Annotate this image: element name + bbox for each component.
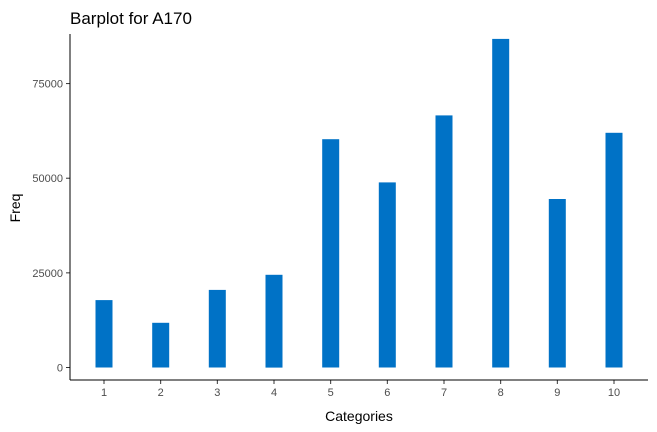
bar-4 [265, 274, 283, 368]
x-tick-label: 6 [384, 387, 390, 399]
y-axis-title: Freq [7, 194, 23, 223]
bars-group [95, 38, 623, 368]
bar-10 [605, 132, 623, 368]
x-tick-label: 4 [271, 387, 277, 399]
x-tick-label: 5 [328, 387, 334, 399]
bar-7 [435, 115, 453, 368]
bar-9 [548, 199, 566, 368]
y-tick-label: 75000 [32, 79, 63, 91]
bar-5 [322, 139, 340, 368]
y-tick-label: 0 [57, 363, 63, 375]
bar-3 [208, 289, 226, 368]
x-tick-label: 9 [554, 387, 560, 399]
x-tick-label: 1 [101, 387, 107, 399]
y-tick-label: 25000 [32, 268, 63, 280]
x-axis-title: Categories [325, 408, 393, 424]
x-tick-label: 10 [608, 387, 620, 399]
bar-1 [95, 300, 113, 368]
bar-8 [492, 38, 510, 368]
y-tick-label: 50000 [32, 173, 63, 185]
x-tick-label: 3 [214, 387, 220, 399]
x-tick-label: 8 [498, 387, 504, 399]
bar-6 [378, 182, 396, 368]
bar-2 [152, 322, 170, 368]
chart-title: Barplot for A170 [70, 9, 192, 28]
x-tick-label: 2 [158, 387, 164, 399]
y-axis: 0 25000 50000 75000 [32, 79, 70, 375]
x-tick-label: 7 [441, 387, 447, 399]
x-axis: 1 2 3 4 5 6 7 8 9 10 [101, 380, 620, 399]
